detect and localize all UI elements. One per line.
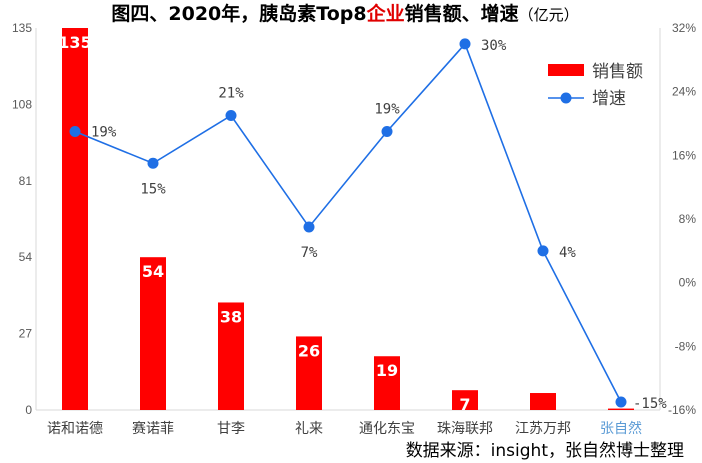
growth-value-label: -15%: [633, 396, 667, 412]
growth-value-label: 19%: [374, 101, 400, 117]
growth-point: [147, 157, 159, 169]
line-series: 19% 15% 21% 7% 19% 30% 4% -15%: [69, 38, 667, 412]
category-label: 赛诺菲: [132, 421, 174, 437]
bar-value-label: 7: [459, 395, 470, 414]
bar: [374, 356, 400, 410]
category-label: 通化东宝: [359, 421, 415, 437]
legend-line-marker: [560, 92, 572, 104]
category-label: 张自然: [600, 420, 642, 437]
left-tick-label: 108: [12, 97, 32, 111]
growth-value-label: 4%: [559, 245, 576, 261]
growth-line: [74, 42, 622, 403]
title-part-1: 图四、2020年，胰岛素Top8: [111, 2, 366, 25]
growth-point: [381, 125, 393, 137]
bar: [452, 390, 478, 410]
growth-value-label: 7%: [301, 245, 318, 261]
bar: [296, 336, 322, 410]
legend-bar-swatch: [548, 64, 584, 76]
category-label: 诺和诺德: [47, 421, 103, 437]
bar-value-label: 38: [220, 307, 242, 326]
legend-bar-label: 销售额: [592, 62, 643, 82]
left-tick-label: 135: [12, 21, 32, 35]
right-tick-label: 0%: [679, 276, 697, 290]
title-unit: （亿元）: [519, 6, 579, 24]
axes: [35, 28, 661, 411]
left-tick-label: 0: [25, 403, 32, 417]
bar: [218, 302, 244, 410]
legend-line-label: 增速: [592, 89, 626, 109]
bar: [530, 393, 556, 410]
growth-point: [303, 221, 315, 233]
growth-value-label: 19%: [91, 124, 117, 140]
left-tick-label: 27: [19, 327, 33, 341]
growth-point: [615, 396, 627, 408]
growth-point: [225, 110, 237, 122]
left-axis-ticks: 0 27 54 81 108 135: [12, 21, 32, 417]
bar: [62, 28, 88, 410]
chart-title: 图四、2020年，胰岛素Top8企业销售额、增速（亿元）: [111, 2, 578, 25]
source-note: 数据来源：insight，张自然博士整理: [406, 441, 684, 461]
growth-point: [459, 38, 471, 50]
category-label: 甘李: [217, 421, 245, 437]
growth-value-label: 30%: [481, 38, 507, 54]
right-tick-label: 32%: [672, 21, 696, 35]
bar: [140, 257, 166, 410]
left-tick-label: 54: [19, 250, 33, 264]
right-tick-label: -16%: [668, 403, 696, 417]
legend: 销售额 增速: [548, 62, 643, 109]
right-tick-label: -8%: [675, 339, 697, 353]
category-label: 珠海联邦: [437, 421, 493, 437]
bar-series: 135 54 38 26 19 7: [58, 28, 634, 414]
growth-point: [69, 125, 81, 137]
left-tick-label: 81: [19, 174, 33, 188]
right-tick-label: 24%: [672, 85, 696, 99]
right-tick-label: 16%: [672, 148, 696, 162]
category-label: 礼来: [295, 421, 323, 437]
growth-value-label: 21%: [218, 86, 244, 102]
right-axis-ticks: -16% -8% 0% 8% 16% 24% 32%: [668, 21, 696, 417]
bar-value-label: 135: [58, 33, 91, 52]
title-part-3: 销售额、增速: [405, 2, 519, 25]
growth-value-label: 15%: [140, 181, 166, 197]
bar-value-label: 26: [298, 341, 320, 360]
bar: [608, 408, 634, 410]
growth-point: [537, 245, 549, 257]
category-label: 江苏万邦: [515, 421, 571, 437]
category-labels: 诺和诺德 赛诺菲 甘李 礼来 通化东宝 珠海联邦 江苏万邦 张自然: [47, 420, 642, 437]
bar-value-label: 54: [142, 262, 164, 281]
title-part-2: 企业: [366, 2, 405, 25]
right-tick-label: 8%: [679, 212, 697, 226]
bar-value-label: 19: [376, 361, 398, 380]
